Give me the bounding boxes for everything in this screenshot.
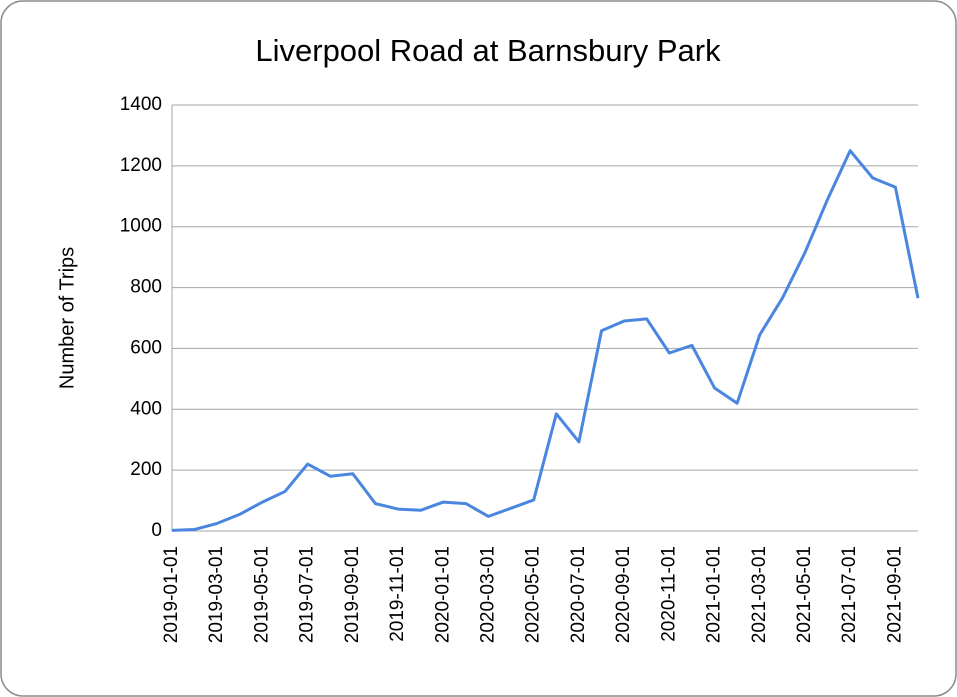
x-tick-label: 2019-07-01 [297,546,318,643]
x-tick-label: 2020-03-01 [478,546,499,643]
y-tick-label: 1200 [120,155,162,176]
x-tick-label: 2020-01-01 [432,546,453,643]
chart-title: Liverpool Road at Barnsbury Park [255,33,721,68]
x-tick-label: 2020-05-01 [523,546,544,643]
y-tick-label: 1000 [120,216,162,237]
x-tick-label: 2019-11-01 [387,546,408,642]
y-tick-label: 800 [130,277,162,298]
x-tick-label: 2021-01-01 [704,546,725,643]
x-tick-label: 2021-05-01 [794,546,815,643]
data-line [171,149,920,532]
x-tick-label: 2019-05-01 [251,546,272,643]
x-tick-label: 2019-03-01 [206,546,227,643]
y-tick-label: 200 [130,459,162,480]
x-tick-label: 2019-09-01 [342,546,363,643]
y-tick-label: 1400 [120,94,162,115]
x-tick-label: 2021-03-01 [749,546,770,643]
x-tick-label: 2020-07-01 [568,546,589,643]
y-axis-label: Number of Trips [56,247,78,389]
x-tick-label: 2020-11-01 [658,546,679,642]
x-tick-label: 2019-01-01 [161,546,182,643]
y-tick-label: 0 [151,520,162,541]
x-tick-label: 2020-09-01 [613,546,634,643]
y-tick-label: 400 [130,398,162,419]
x-tick-label: 2021-09-01 [884,546,905,643]
x-tick-label: 2021-07-01 [839,546,860,643]
y-tick-label: 600 [130,337,162,358]
